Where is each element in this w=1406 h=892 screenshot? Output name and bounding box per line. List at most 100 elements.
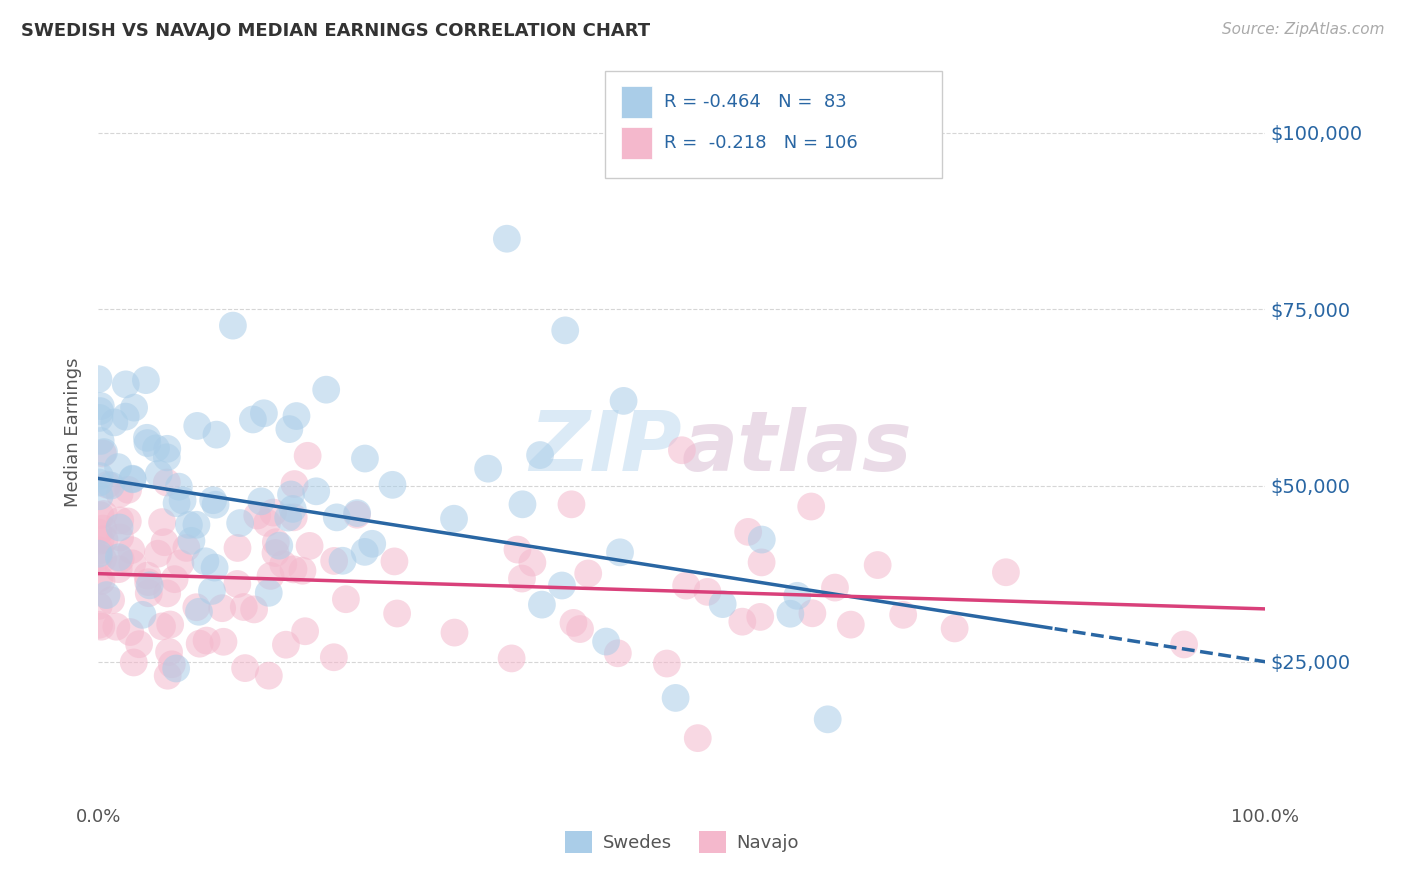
Point — [315, 383, 337, 397]
Point — [232, 599, 254, 614]
Point — [166, 496, 188, 510]
Point — [121, 472, 143, 486]
Point — [157, 645, 180, 659]
Point — [226, 541, 249, 555]
Point — [283, 477, 305, 491]
Point — [121, 557, 143, 571]
Point — [305, 484, 328, 499]
Point — [100, 593, 122, 607]
Point — [89, 571, 111, 585]
Point — [120, 625, 142, 640]
Point — [90, 574, 112, 588]
Point — [87, 525, 110, 540]
Point — [332, 554, 354, 568]
Point — [443, 512, 465, 526]
Point — [156, 586, 179, 600]
Point — [136, 575, 159, 590]
Point — [136, 431, 159, 445]
Point — [146, 547, 169, 561]
Point — [87, 372, 110, 386]
Point — [165, 661, 187, 675]
Point — [269, 539, 291, 553]
Point — [204, 560, 226, 574]
Point — [205, 427, 228, 442]
Point — [817, 712, 839, 726]
Point — [87, 617, 110, 632]
Point — [800, 500, 823, 514]
Point — [89, 475, 111, 490]
Point — [226, 577, 249, 591]
Point — [496, 232, 519, 246]
Point — [560, 497, 582, 511]
Point — [177, 517, 200, 532]
Point — [108, 487, 131, 501]
Point — [285, 409, 308, 423]
Point — [201, 583, 224, 598]
Point — [145, 442, 167, 456]
Point — [291, 564, 314, 578]
Point — [90, 399, 112, 413]
Point — [749, 610, 772, 624]
Point — [613, 393, 636, 408]
Point — [117, 483, 139, 497]
Point — [298, 539, 321, 553]
Point — [121, 472, 143, 486]
Point — [294, 624, 316, 639]
Point — [361, 537, 384, 551]
Point — [606, 646, 628, 660]
Point — [731, 615, 754, 629]
Point — [242, 412, 264, 426]
Point — [271, 558, 294, 572]
Point — [202, 493, 225, 508]
Point — [675, 579, 697, 593]
Point — [696, 585, 718, 599]
Point — [163, 572, 186, 586]
Point — [176, 541, 198, 555]
Point — [159, 617, 181, 632]
Point — [551, 578, 574, 592]
Point — [108, 520, 131, 534]
Point — [91, 522, 114, 536]
Point — [665, 690, 688, 705]
Point — [686, 731, 709, 745]
Point — [135, 373, 157, 387]
Point — [506, 542, 529, 557]
Point — [172, 493, 194, 508]
Point — [943, 622, 966, 636]
Point — [108, 531, 131, 545]
Point — [93, 533, 115, 547]
Point — [246, 508, 269, 523]
Point — [554, 323, 576, 337]
Point — [443, 625, 465, 640]
Point — [136, 568, 159, 582]
Point — [89, 411, 111, 425]
Point — [107, 460, 129, 475]
Point — [89, 404, 111, 418]
Point — [90, 620, 112, 634]
Point — [277, 510, 299, 524]
Point — [257, 668, 280, 682]
Point — [156, 450, 179, 465]
Point — [90, 533, 112, 548]
Point — [278, 422, 301, 436]
Point — [994, 566, 1017, 580]
Point — [89, 469, 111, 483]
Point — [120, 543, 142, 558]
Point — [569, 622, 592, 636]
Point — [751, 555, 773, 569]
Point — [801, 607, 824, 621]
Point — [167, 480, 190, 494]
Point — [103, 416, 125, 430]
Point — [250, 494, 273, 508]
Point — [169, 557, 191, 571]
Point — [150, 515, 173, 529]
Point — [153, 535, 176, 549]
Point — [195, 633, 218, 648]
Point — [93, 445, 115, 459]
Point — [122, 401, 145, 415]
Text: ZIP: ZIP — [529, 407, 682, 488]
Point — [866, 558, 889, 572]
Text: atlas: atlas — [682, 407, 912, 488]
Point — [107, 562, 129, 576]
Text: Source: ZipAtlas.com: Source: ZipAtlas.com — [1222, 22, 1385, 37]
